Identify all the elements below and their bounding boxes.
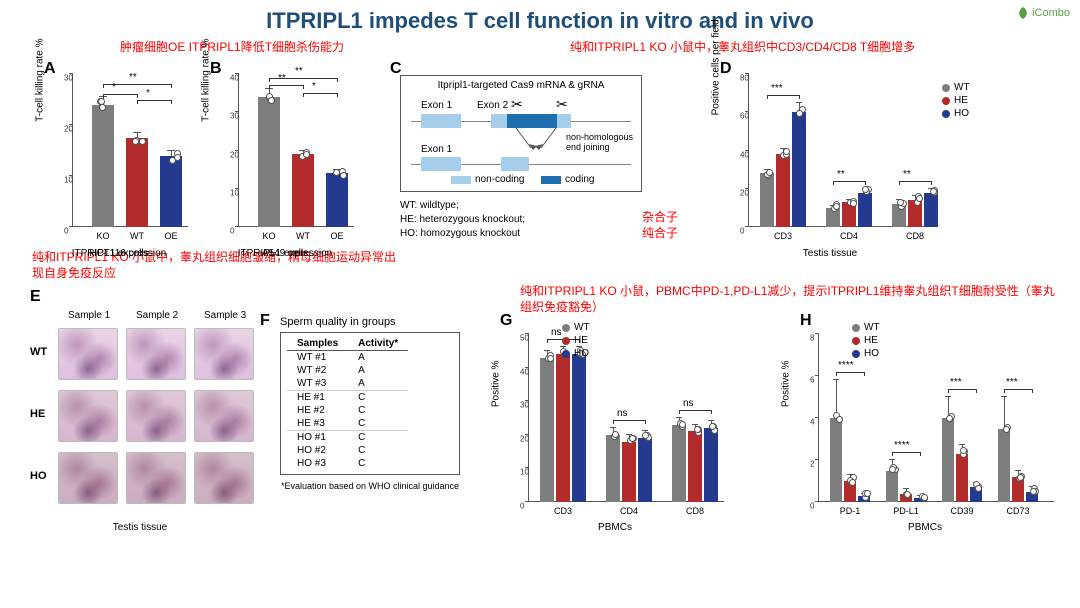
table-row: HE #1C [287, 391, 408, 405]
column-label: Sample 3 [204, 310, 246, 321]
histology-image [194, 452, 254, 504]
table-row: WT #1A [287, 351, 408, 365]
table-row: WT #2A [287, 364, 408, 377]
annotation-hom: 纯合子 [642, 226, 678, 242]
panel-c-diagram: Itpripl1-targeted Cas9 mRNA & gRNA ✂ ✂ E… [400, 75, 642, 192]
table-row: HO #3C [287, 457, 408, 470]
legend-swatch [451, 176, 471, 184]
panel-caption: HCT116 cells [44, 248, 194, 259]
table-title: Sperm quality in groups [280, 316, 460, 328]
axis [818, 334, 819, 502]
legend-item: HE [562, 335, 590, 346]
exon-noncoding [501, 157, 529, 171]
y-axis-label: Positive % [781, 360, 792, 407]
table-row: HE #3C [287, 417, 408, 431]
table-row: WT #3A [287, 377, 408, 391]
legend: WT HE HO [562, 322, 590, 361]
panel-caption: Testis tissue [720, 248, 940, 259]
panel-caption: PBMCs [500, 522, 730, 533]
panel-f-table: Sperm quality in groups SamplesActivity*… [280, 316, 460, 491]
legend-item: HO [852, 348, 880, 359]
row-label: HE [30, 408, 45, 420]
logo-text: iCombo [1032, 7, 1070, 19]
table-footnote: *Evaluation based on WHO clinical guidan… [280, 481, 460, 491]
leaf-icon [1016, 6, 1030, 20]
panel-label: G [500, 312, 512, 330]
annotation: 纯和ITPRIPL1 KO 小鼠，PBMC中PD-1,PD-L1减少，提示ITP… [520, 284, 1060, 315]
exon-coding [507, 114, 557, 128]
panel-label: F [260, 312, 270, 330]
panel-caption: A549 cells [210, 248, 360, 259]
histology-image [194, 390, 254, 442]
column-label: Sample 2 [136, 310, 178, 321]
legend: WT HE HO [852, 322, 880, 361]
exon-label: Exon 1 [421, 144, 452, 155]
panel-caption: Testis tissue [30, 522, 250, 533]
y-axis-label: T-cell killing rate % [35, 38, 46, 121]
legend: WT HE HO [942, 82, 970, 121]
panel-d-chart: Positive cells per field 020406080CD3***… [720, 70, 940, 245]
histology-image [58, 452, 118, 504]
panel-label: H [800, 312, 812, 330]
annotation: 纯和ITPRIPL1 KO 小鼠中，睾丸组织中CD3/CD4/CD8 T细胞增多 [570, 40, 915, 56]
histology-image [194, 328, 254, 380]
table: SamplesActivity*WT #1AWT #2AWT #3AHE #1C… [287, 337, 408, 470]
annotation: 肿瘤细胞OE ITPRIPL1降低T细胞杀伤能力 [120, 40, 344, 56]
legend-item: WT [942, 82, 970, 93]
legend-item: HE [942, 95, 970, 106]
histology-image [126, 390, 186, 442]
row-label: HO [30, 470, 47, 482]
genotype-label: HO: homozygous knockout [400, 228, 520, 239]
arrow-icon [501, 128, 571, 153]
exon-label: Exon 2 [477, 100, 508, 111]
scissor-icon: ✂ [511, 96, 523, 113]
exon-noncoding [421, 114, 461, 128]
panel-caption: PBMCs [790, 522, 1060, 533]
genotype-label: WT: wildtype; [400, 200, 459, 211]
row-label: WT [30, 346, 47, 358]
exon-label: Exon 1 [421, 100, 452, 111]
histology-image [58, 328, 118, 380]
table-row: HO #2C [287, 444, 408, 457]
legend-item: HO [942, 108, 970, 119]
panel-b-chart: T-cell killing rate % ITPRIPL1 expressio… [210, 70, 360, 245]
panel-label: E [30, 288, 41, 306]
panel-a-chart: T-cell killing rate % ITPRIPL1 expressio… [44, 70, 194, 245]
page-title: ITPRIPL1 impedes T cell function in vitr… [0, 0, 1080, 34]
scissor-icon: ✂ [556, 96, 568, 113]
legend-item: HE [852, 335, 880, 346]
genotype-label: HE: heterozygous knockout; [400, 214, 525, 225]
histology-image [126, 328, 186, 380]
legend-label: non-coding [475, 174, 524, 185]
exon-noncoding [491, 114, 507, 128]
diagram-title: Itpripl1-targeted Cas9 mRNA & gRNA [401, 80, 641, 91]
y-axis-label: T-cell killing rate % [201, 38, 212, 121]
exon-noncoding [557, 114, 571, 128]
annotation-het: 杂合子 [642, 210, 678, 226]
legend-item: WT [852, 322, 880, 333]
legend-item: WT [562, 322, 590, 333]
panel-g-chart: Positive % 01020304050CD3nsCD4nsCD8ns [500, 330, 730, 520]
histology-image [126, 452, 186, 504]
column-label: Sample 1 [68, 310, 110, 321]
axis [72, 74, 73, 227]
legend-label: coding [565, 174, 594, 185]
table-row: HO #1C [287, 431, 408, 445]
legend-swatch [541, 176, 561, 184]
logo: iCombo [1016, 6, 1070, 20]
panel-e-histology: Sample 1 Sample 2 Sample 3 WT HE HO [30, 310, 250, 530]
nhej-label: non-homologous end joining [566, 132, 636, 152]
y-axis-label: Positive % [491, 360, 502, 407]
exon-noncoding [421, 157, 461, 171]
legend-item: HO [562, 348, 590, 359]
table-row: HE #2C [287, 404, 408, 417]
y-axis-label: Positive cells per field [711, 19, 722, 115]
panel-h-chart: Positive % 02468PD-1****PD-L1****CD39***… [790, 330, 1060, 520]
histology-image [58, 390, 118, 442]
